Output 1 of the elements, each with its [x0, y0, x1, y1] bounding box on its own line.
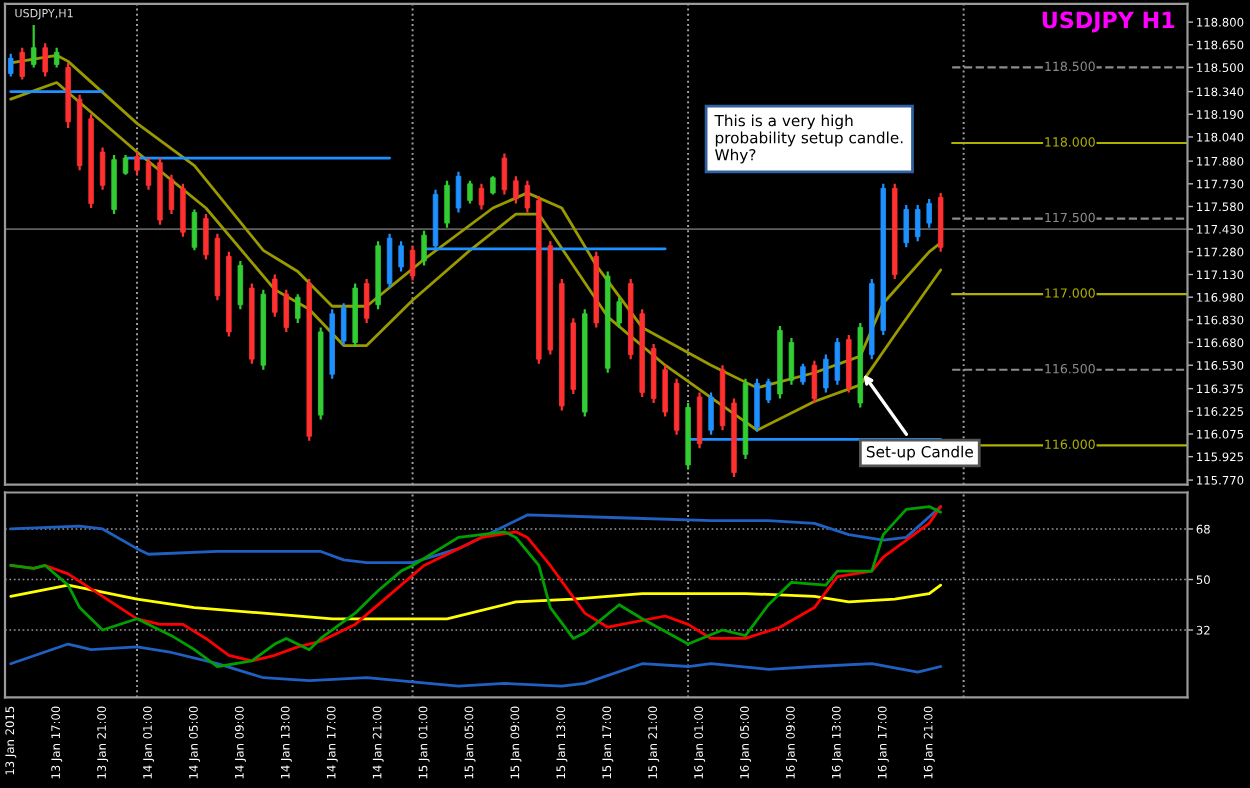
chart-title: USDJPY H1 — [1042, 11, 1175, 33]
